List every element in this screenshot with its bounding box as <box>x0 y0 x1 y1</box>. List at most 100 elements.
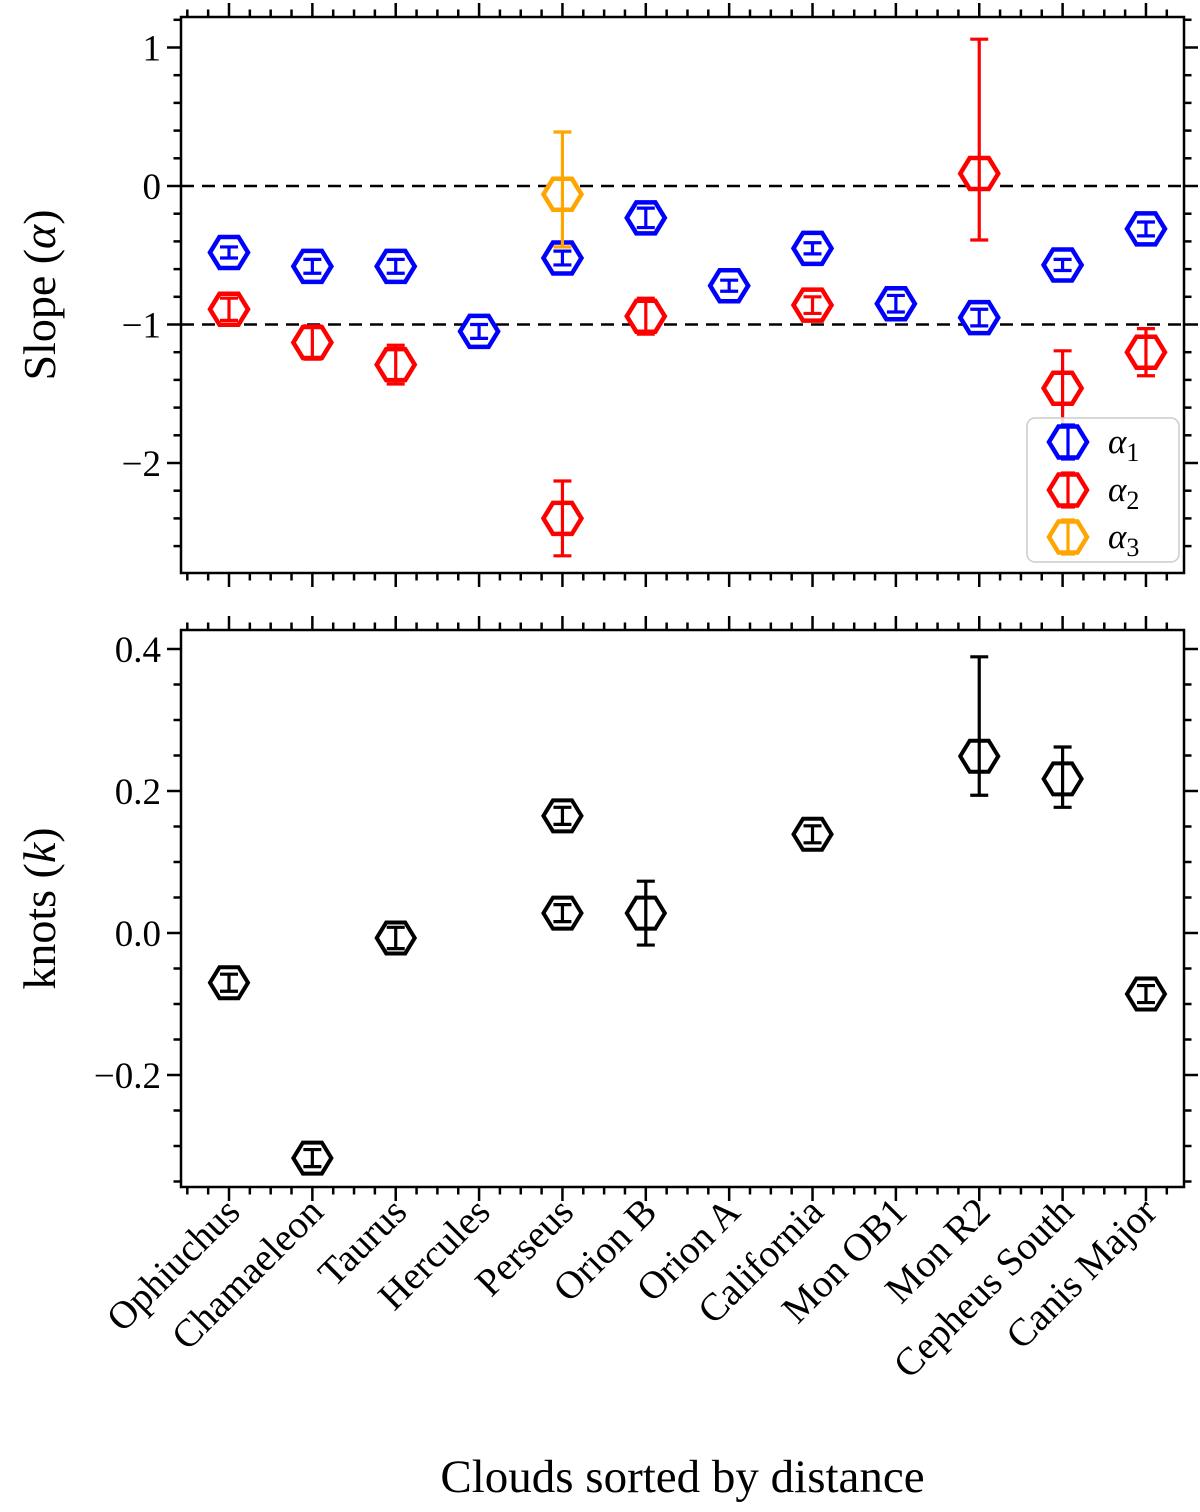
data-point-α1-Mon-OB1 <box>874 285 918 322</box>
data-point-α1-Ophiuchus <box>207 234 251 271</box>
hexagon-marker-outline <box>707 267 751 304</box>
error-bar <box>553 249 572 267</box>
data-point-knots-Ophiuchus <box>207 965 251 1001</box>
hexagon-marker-outline <box>374 346 418 383</box>
error-bar <box>886 293 905 314</box>
error-bar <box>386 343 405 386</box>
legend-label: α3 <box>1108 517 1139 562</box>
error-bar <box>220 972 238 993</box>
legend-marker-icon <box>1046 472 1090 508</box>
error-bar <box>636 296 655 336</box>
hexagon-marker-outline <box>540 240 585 276</box>
error-bar <box>386 925 405 951</box>
y-tick-labels: 0.4 0.2 0.0 −0.2 <box>94 630 161 1097</box>
data-point-α1-Hercules <box>457 313 501 350</box>
hexagon-marker-outline <box>374 920 418 956</box>
panel-bottom: 0.4 0.2 0.0 −0.2 knots (k) <box>14 616 1198 1201</box>
error-bar <box>386 257 405 275</box>
data-point-knots-Perseus <box>541 895 584 931</box>
error-bar <box>970 37 989 242</box>
hexagon-marker-outline <box>1040 370 1085 406</box>
data-point-α1-Taurus <box>374 248 418 285</box>
y-tick-label: 0.0 <box>115 914 161 955</box>
data-point-α1-Cepheus-South <box>1040 247 1085 283</box>
plot-border <box>179 628 1186 1189</box>
hexagon-marker-outline <box>874 285 918 322</box>
data-point-α1-Mon-R2 <box>957 299 1001 336</box>
hexagon-marker-outline <box>290 324 334 361</box>
data-point-α1-Chamaeleon <box>290 248 334 285</box>
data-point-knots-Canis-Major <box>1124 976 1168 1012</box>
data-point-α1-Perseus <box>540 240 585 276</box>
data-point-knots-Taurus <box>374 920 418 956</box>
series-α1 <box>207 200 1168 350</box>
data-point-knots-Chamaeleon <box>291 1140 334 1176</box>
legend-item-α3: α3 <box>1046 517 1139 562</box>
error-bar <box>1053 257 1072 273</box>
data-point-α2-Orion-B <box>624 296 668 336</box>
error-bar <box>553 805 572 826</box>
hexagon-marker-outline <box>207 291 251 328</box>
error-bar <box>553 130 572 249</box>
x-axis-title: Clouds sorted by distance <box>440 1451 924 1503</box>
data-point-knots-Perseus <box>541 798 584 834</box>
y-axis-title: Slope (α) <box>14 209 65 380</box>
hexagon-marker-outline <box>207 965 251 1001</box>
y-axis-title: knots (k) <box>14 827 65 989</box>
error-bar <box>1136 220 1155 238</box>
error-bar <box>1053 745 1072 809</box>
data-point-α2-California <box>790 287 835 323</box>
error-bar <box>720 278 739 293</box>
data-point-α1-California <box>790 230 835 267</box>
hexagon-marker-outline <box>624 298 668 334</box>
hexagon-marker-outline <box>457 313 501 350</box>
error-bar <box>553 479 572 558</box>
error-bar <box>1136 983 1155 1005</box>
y-tick-labels: 1 0 −1 −2 <box>122 29 161 486</box>
hexagon-marker-outline <box>790 287 835 323</box>
data-point-knots-Cepheus-South <box>1041 745 1084 809</box>
hexagon-marker-outline <box>791 816 834 852</box>
y-tick-label: −1 <box>122 306 161 347</box>
hexagon-marker-outline <box>541 895 584 931</box>
y-tick-label: 0 <box>143 167 162 208</box>
error-bar <box>303 1147 322 1169</box>
error-bar <box>803 824 822 845</box>
hexagon-marker-outline <box>207 234 251 271</box>
series-α3 <box>540 130 585 249</box>
hexagon-marker-outline <box>1041 761 1084 797</box>
legend-item-α1: α1 <box>1046 422 1139 467</box>
hexagon-marker-outline <box>291 1140 334 1176</box>
error-bar <box>803 295 822 316</box>
series-knots <box>207 655 1168 1176</box>
series-α2 <box>207 37 1168 558</box>
hexagon-marker-outline <box>540 500 585 537</box>
legend-label: α1 <box>1108 422 1139 467</box>
hexagon-marker-outline <box>1124 334 1168 370</box>
error-bar <box>220 296 238 322</box>
error-bar <box>636 879 655 947</box>
hexagon-marker-outline <box>624 200 668 236</box>
hexagon-marker-outline <box>957 155 1001 192</box>
data-point-α2-Mon-R2 <box>957 37 1001 242</box>
data-point-α1-Canis-Major <box>1124 211 1168 247</box>
hexagon-marker-outline <box>1124 976 1168 1012</box>
data-point-α2-Taurus <box>374 343 418 386</box>
y-tick-label: 0.2 <box>115 772 161 813</box>
error-bar <box>553 902 572 924</box>
y-tick-label: −0.2 <box>94 1056 161 1097</box>
legend-item-α2: α2 <box>1046 470 1139 515</box>
data-point-α1-Orion-B <box>624 200 668 236</box>
y-tick-label: 0.4 <box>115 630 161 671</box>
hexagon-marker-outline <box>790 230 835 267</box>
data-point-α2-Ophiuchus <box>207 291 251 328</box>
data-point-α2-Canis-Major <box>1124 327 1168 378</box>
data-point-α1-Orion-A <box>707 267 751 304</box>
error-bar <box>470 322 489 340</box>
error-bar <box>636 206 655 230</box>
